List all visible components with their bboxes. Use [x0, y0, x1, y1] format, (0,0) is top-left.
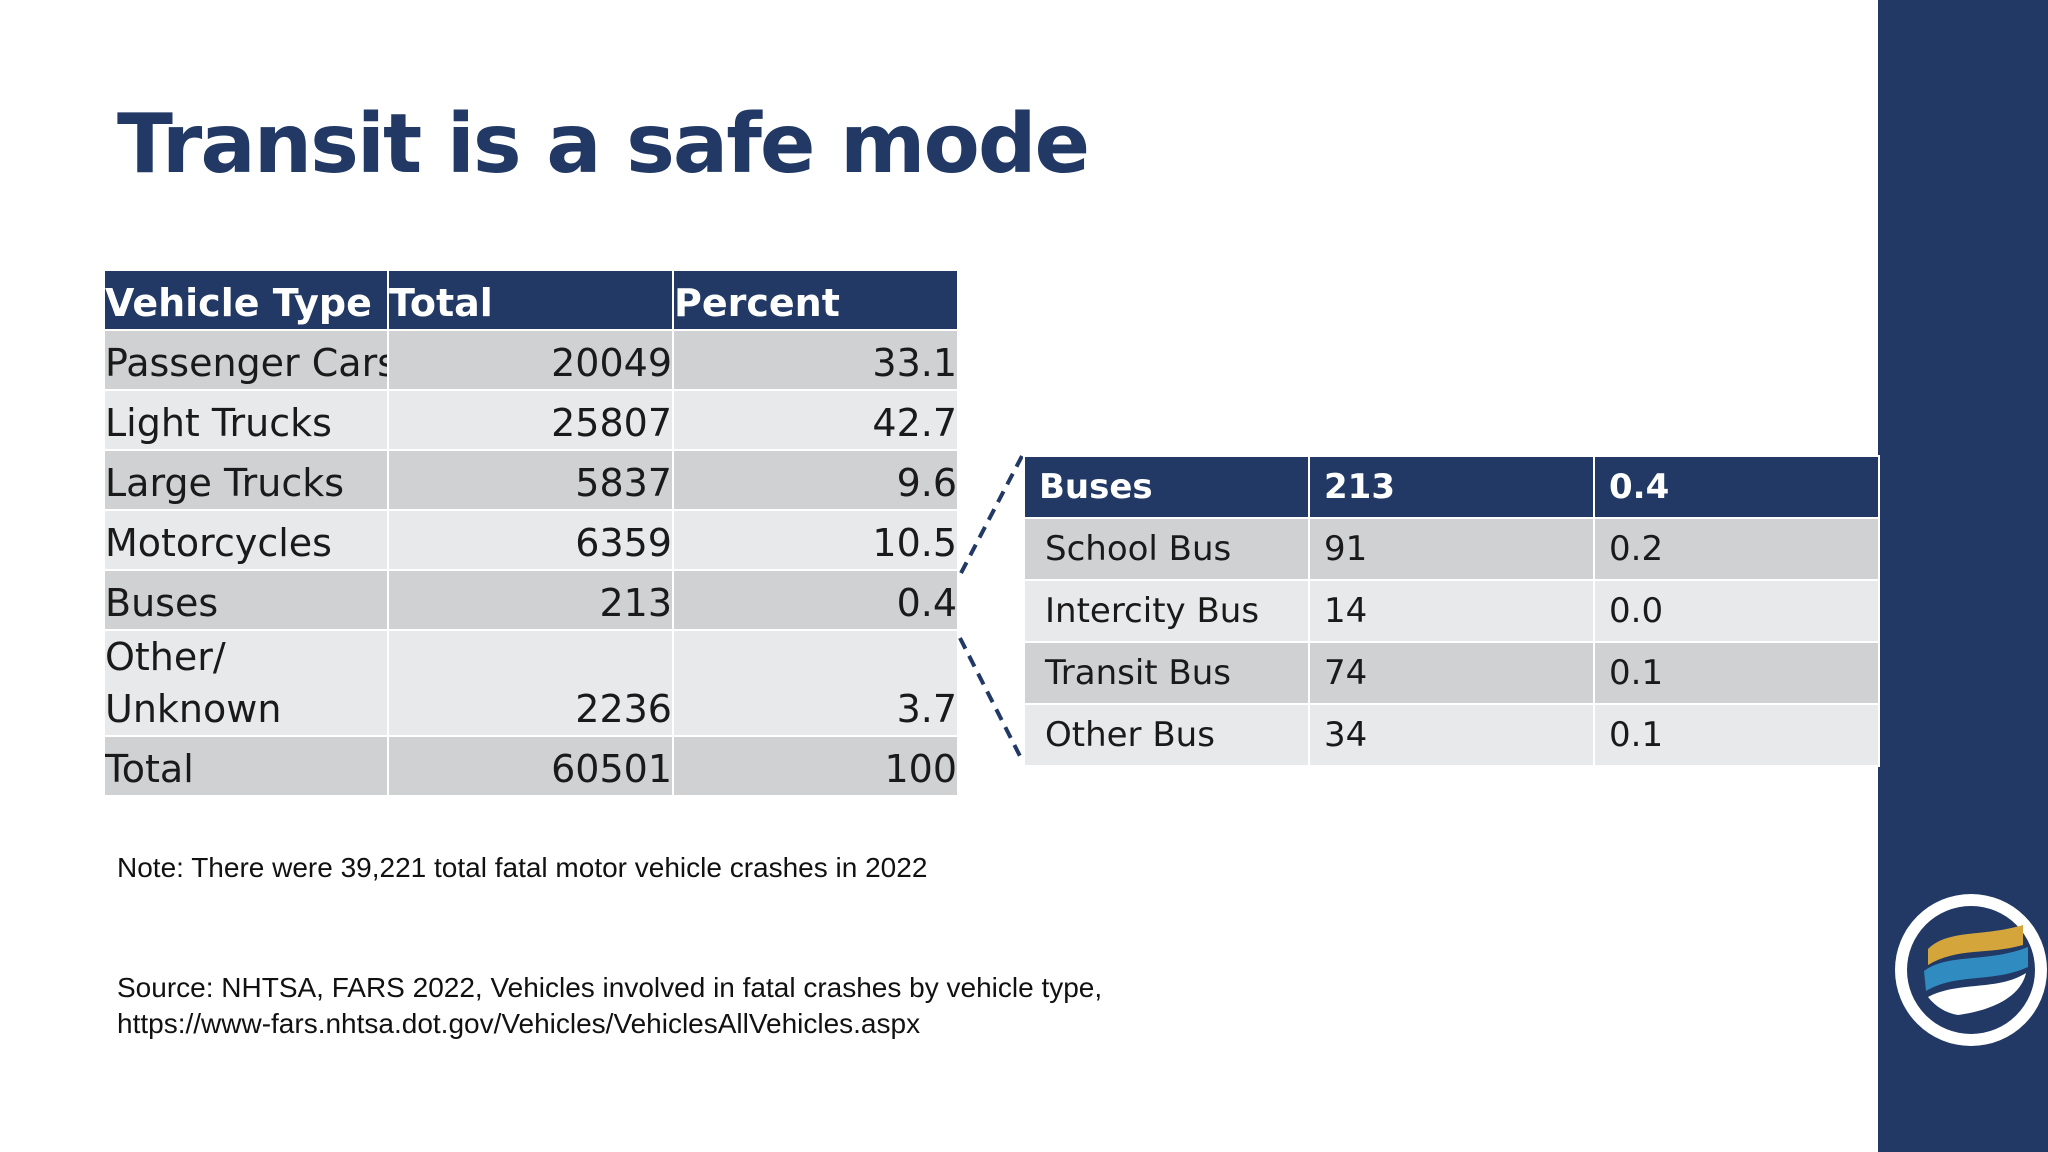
bus-type-cell: Intercity Bus	[1023, 579, 1310, 643]
total-cell: 6359	[387, 509, 674, 571]
total-cell: 25807	[387, 389, 674, 451]
percent-cell: 3.7	[672, 629, 959, 737]
table-row: Motorcycles 6359 10.5	[103, 509, 959, 571]
footnote: Note: There were 39,221 total fatal moto…	[117, 852, 928, 883]
bus-percent-cell: 0.1	[1593, 641, 1880, 705]
bus-total-cell: 14	[1308, 579, 1595, 643]
percent-cell: 9.6	[672, 449, 959, 511]
bus-total-cell: 91	[1308, 517, 1595, 581]
bus-breakdown-table: Buses 213 0.4 School Bus 91 0.2 Intercit…	[1023, 455, 1880, 767]
total-cell: 5837	[387, 449, 674, 511]
bus-type-cell: Other Bus	[1023, 703, 1310, 767]
table-row: Large Trucks 5837 9.6	[103, 449, 959, 511]
bus-total-cell: 34	[1308, 703, 1595, 767]
source-citation: Source: NHTSA, FARS 2022, Vehicles invol…	[117, 970, 1417, 1042]
percent-cell: 0.4	[672, 569, 959, 631]
table-header-row: Vehicle Type Total Percent	[103, 269, 959, 331]
bus-percent-cell: 0.2	[1593, 517, 1880, 581]
total-cell: 20049	[387, 329, 674, 391]
vehicle-type-cell: Buses	[103, 569, 389, 631]
bus-type-cell: School Bus	[1023, 517, 1310, 581]
bus-header-percent: 0.4	[1593, 455, 1880, 519]
percent-cell: 100	[672, 735, 959, 797]
vehicle-type-cell: Total	[103, 735, 389, 797]
bus-header-total: 213	[1308, 455, 1595, 519]
agency-logo-icon	[1895, 894, 2047, 1046]
table-row: Other/ Unknown 2236 3.7	[103, 629, 959, 737]
slide-title: Transit is a safe mode	[117, 97, 1090, 192]
column-header-vehicle-type: Vehicle Type	[103, 269, 389, 331]
table-row-total: Total 60501 100	[103, 735, 959, 797]
vehicle-type-cell: Other/ Unknown	[103, 629, 389, 737]
bus-table-row: Transit Bus 74 0.1	[1023, 641, 1880, 705]
table-row-buses: Buses 213 0.4	[103, 569, 959, 631]
total-cell: 2236	[387, 629, 674, 737]
vehicle-type-cell: Light Trucks	[103, 389, 389, 451]
column-header-total: Total	[387, 269, 674, 331]
bus-total-cell: 74	[1308, 641, 1595, 705]
table-row: Light Trucks 25807 42.7	[103, 389, 959, 451]
bus-table-row: Other Bus 34 0.1	[1023, 703, 1880, 767]
vehicle-type-cell: Large Trucks	[103, 449, 389, 511]
vehicle-type-cell: Motorcycles	[103, 509, 389, 571]
vehicle-type-cell: Passenger Cars	[103, 329, 389, 391]
column-header-percent: Percent	[672, 269, 959, 331]
bus-table-row: School Bus 91 0.2	[1023, 517, 1880, 581]
percent-cell: 33.1	[672, 329, 959, 391]
percent-cell: 42.7	[672, 389, 959, 451]
table-row: Passenger Cars 20049 33.1	[103, 329, 959, 391]
bus-type-cell: Transit Bus	[1023, 641, 1310, 705]
callout-connector	[958, 455, 1024, 761]
vehicle-type-table: Vehicle Type Total Percent Passenger Car…	[103, 269, 959, 797]
bus-percent-cell: 0.0	[1593, 579, 1880, 643]
total-cell: 60501	[387, 735, 674, 797]
bus-percent-cell: 0.1	[1593, 703, 1880, 767]
source-text: Source: NHTSA, FARS 2022, Vehicles invol…	[117, 972, 1103, 1003]
bus-header-type: Buses	[1023, 455, 1310, 519]
source-url: https://www-fars.nhtsa.dot.gov/Vehicles/…	[117, 1008, 921, 1039]
bus-table-row: Intercity Bus 14 0.0	[1023, 579, 1880, 643]
bus-table-header-row: Buses 213 0.4	[1023, 455, 1880, 519]
percent-cell: 10.5	[672, 509, 959, 571]
total-cell: 213	[387, 569, 674, 631]
